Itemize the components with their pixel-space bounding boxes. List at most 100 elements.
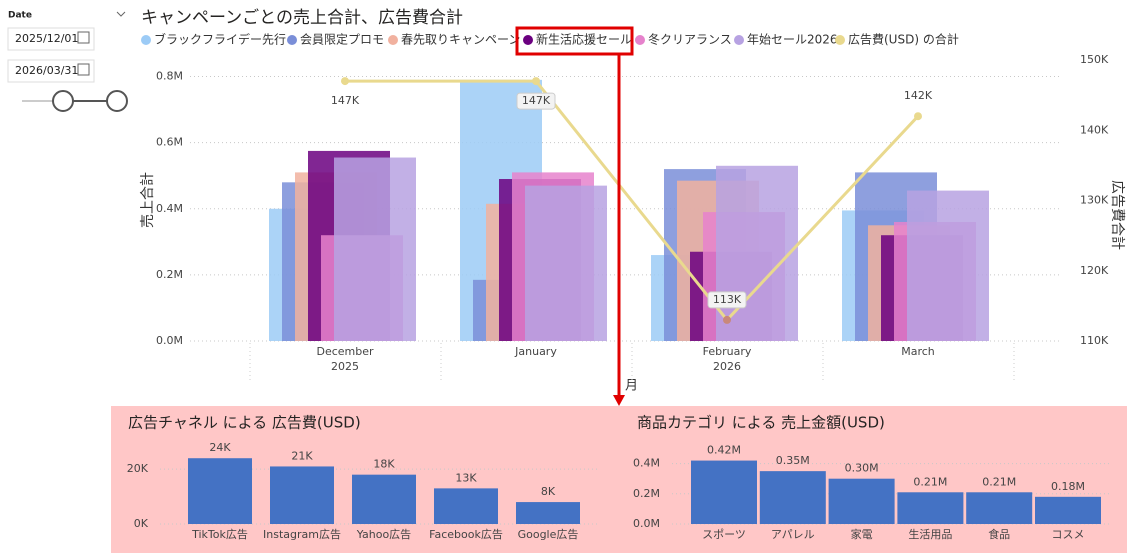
y-tick-label: 0K xyxy=(134,517,149,530)
y-tick-label: 0.4M xyxy=(156,202,183,215)
x-tick-label: スポーツ xyxy=(702,528,746,541)
data-label: 142K xyxy=(904,89,933,102)
x-tick-label: アパレル xyxy=(771,528,815,541)
x-tick-label: 食品 xyxy=(988,527,1010,541)
x-tick-label: 生活用品 xyxy=(908,527,952,541)
data-label: 21K xyxy=(291,449,313,462)
line xyxy=(345,79,920,323)
data-label: 0.21M xyxy=(913,475,947,488)
start-date-box[interactable] xyxy=(7,27,95,51)
legend-swatch xyxy=(635,35,645,45)
y-tick-label: 0.0M xyxy=(156,334,183,347)
data-label: 113K xyxy=(713,293,742,306)
line-point xyxy=(723,315,731,324)
bar xyxy=(270,466,334,524)
data-label-bg xyxy=(707,291,747,309)
x-tick-label: コスメ xyxy=(1052,528,1085,541)
end-date[interactable]: 2026/03/31 xyxy=(15,64,78,77)
x-tick-label: Google広告 xyxy=(518,528,579,541)
chevron[interactable] xyxy=(116,11,126,17)
end-date-box[interactable] xyxy=(7,59,95,83)
y2-tick-label: 140K xyxy=(1080,123,1109,136)
data-label: 0.42M xyxy=(707,444,741,457)
data-label-bg xyxy=(516,92,556,110)
x-tick-label: 家電 xyxy=(851,527,873,541)
y2-tick-label: 120K xyxy=(1080,264,1109,277)
legend-label: 広告費(USD) の合計 xyxy=(848,32,959,47)
x-tick-label: December xyxy=(316,345,374,358)
bar xyxy=(691,460,757,524)
line-point xyxy=(532,77,540,86)
legend-swatch xyxy=(388,35,398,45)
bar xyxy=(759,471,826,524)
legend-label: 会員限定プロモ xyxy=(300,32,384,47)
x-tick-label: Instagram広告 xyxy=(263,528,341,541)
x-tick-label: February xyxy=(703,345,752,358)
bar xyxy=(897,492,964,524)
bar xyxy=(334,157,416,341)
bar xyxy=(966,492,1033,524)
start-date[interactable]: 2025/12/01 xyxy=(15,32,78,45)
legend-label: ブラックフライデー先行 xyxy=(154,32,286,47)
y-tick-label: 0.8M xyxy=(156,70,183,83)
bar xyxy=(525,185,607,341)
bar xyxy=(352,474,416,524)
chart-title: キャンペーンごとの売上合計、広告費合計 xyxy=(141,8,463,28)
chart-title: 商品カテゴリ による 売上金額(USD) xyxy=(637,414,885,432)
legend-swatch xyxy=(835,35,845,45)
y-tick-label: 0.4M xyxy=(633,457,660,470)
x-tick-label: January xyxy=(514,345,557,358)
data-label: 0.18M xyxy=(1051,480,1085,493)
line-point xyxy=(341,77,349,86)
slicer-label: Date xyxy=(8,11,32,21)
y-tick-label: 0.0M xyxy=(633,517,660,530)
bar xyxy=(434,488,498,524)
data-label: 18K xyxy=(373,458,395,471)
x-tick-label: TikTok広告 xyxy=(191,528,248,541)
bar xyxy=(828,478,895,524)
highlight-box xyxy=(515,26,634,56)
y-axis-label: 売上合計 xyxy=(140,172,156,228)
legend-label: 冬クリアランス xyxy=(648,32,732,47)
y-tick-label: 0.2M xyxy=(156,268,183,281)
x-tick-label: Yahoo広告 xyxy=(356,528,411,541)
x-axis-label: 月 xyxy=(625,379,638,394)
data-label: 24K xyxy=(209,441,231,454)
arrow-head xyxy=(613,395,625,406)
data-label: 8K xyxy=(541,485,556,498)
y2-axis-label: 広告費合計 xyxy=(1109,180,1125,250)
legend-swatch xyxy=(287,35,297,45)
bar xyxy=(716,165,798,341)
slider-handle[interactable] xyxy=(52,90,74,112)
legend-label: 新生活応援セール xyxy=(536,32,632,47)
y-tick-label: 20K xyxy=(127,462,149,475)
legend-swatch xyxy=(734,35,744,45)
bar xyxy=(1035,496,1101,524)
data-label: 0.35M xyxy=(776,454,810,467)
y2-tick-label: 130K xyxy=(1080,194,1109,207)
bar xyxy=(516,502,580,524)
x-tick-sublabel: 2025 xyxy=(331,360,359,373)
x-tick-label: Facebook広告 xyxy=(429,528,503,541)
legend-swatch xyxy=(523,35,533,45)
x-tick-sublabel: 2026 xyxy=(713,360,741,373)
legend-swatch xyxy=(141,35,151,45)
x-tick-label: March xyxy=(901,345,935,358)
calendar-icon[interactable] xyxy=(77,31,90,44)
bar xyxy=(188,458,252,524)
data-label: 13K xyxy=(455,471,477,484)
y2-tick-label: 110K xyxy=(1080,334,1109,347)
slider-handle[interactable] xyxy=(106,90,128,112)
line-point xyxy=(914,112,922,121)
data-label: 0.21M xyxy=(982,475,1016,488)
y2-tick-label: 150K xyxy=(1080,53,1109,66)
y-tick-label: 0.6M xyxy=(156,136,183,149)
chart-title: 広告チャネル による 広告費(USD) xyxy=(128,414,361,432)
calendar-icon[interactable] xyxy=(77,63,90,76)
y-tick-label: 0.2M xyxy=(633,487,660,500)
legend-label: 春先取りキャンペーン xyxy=(401,33,520,47)
data-label: 147K xyxy=(331,94,360,107)
legend-label: 年始セール2026 xyxy=(747,33,838,47)
data-label: 0.30M xyxy=(845,462,879,475)
